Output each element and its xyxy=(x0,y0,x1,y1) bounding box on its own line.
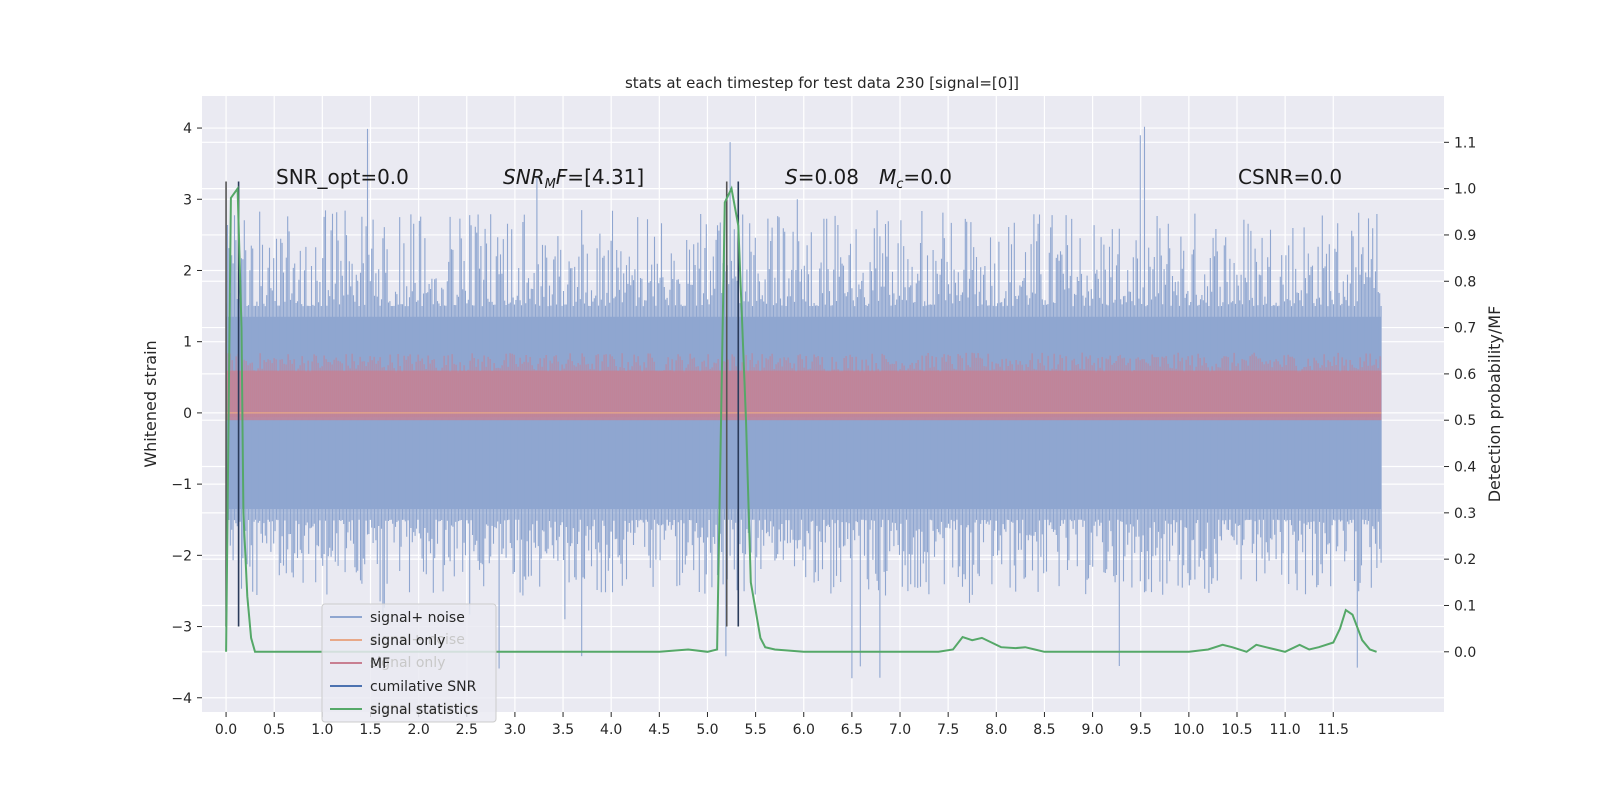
x-tick-label: 7.5 xyxy=(937,722,959,738)
x-tick-label: 6.5 xyxy=(841,722,863,738)
x-tick-label: 4.5 xyxy=(648,722,670,738)
x-tick-label: 1.5 xyxy=(359,722,381,738)
legend-label-signal-noise: signal+ noise xyxy=(370,610,465,626)
y-tick-label-right: 1.0 xyxy=(1454,182,1476,198)
x-tick-label: 7.0 xyxy=(889,722,911,738)
y-tick-label-right: 0.4 xyxy=(1454,460,1476,476)
y-tick-label-right: 0.7 xyxy=(1454,321,1476,337)
x-tick-label: 9.0 xyxy=(1081,722,1103,738)
annotation-s: S=0.08 xyxy=(785,165,859,189)
x-tick-label: 9.5 xyxy=(1130,722,1152,738)
annotation-s-value: 0.08 xyxy=(814,165,859,189)
y-tick-label-right: 1.1 xyxy=(1454,135,1476,151)
y-tick-label-left: −3 xyxy=(171,620,192,636)
x-tick-label: 2.5 xyxy=(456,722,478,738)
x-tick-label: 1.0 xyxy=(311,722,333,738)
y-tick-label-left: 0 xyxy=(183,406,192,422)
legend: signal+ noise signal only signal statist… xyxy=(321,603,497,723)
axes-text: 0.0 0.5 1.0 1.5 2.0 2.5 3.0 3.5 4.0 4.5 5.0 5.5 6.0 6… xyxy=(171,121,1476,738)
legend-label-mf: MF xyxy=(370,656,390,672)
legend-label-signal-only: signal only xyxy=(370,633,445,649)
legend-box xyxy=(321,603,497,723)
y-tick-label-left: 2 xyxy=(183,263,192,279)
y-tick-label-left: −1 xyxy=(171,477,192,493)
y-tick-label-left: 3 xyxy=(183,192,192,208)
legend-label-signal-statistics: signal statistics xyxy=(370,702,478,718)
annotation-mc: Mc=0.0 xyxy=(879,165,952,192)
annotation-mc-value: 0.0 xyxy=(920,165,952,189)
x-tick-label: 2.0 xyxy=(407,722,429,738)
y-tick-label-right: 0.0 xyxy=(1454,645,1476,661)
y-tick-label-left: −2 xyxy=(171,548,192,564)
y-tick-label-right: 0.5 xyxy=(1454,413,1476,429)
chart-title: stats at each timestep for test data 230… xyxy=(625,74,1019,92)
x-tick-label: 11.5 xyxy=(1318,722,1349,738)
y-tick-label-right: 0.2 xyxy=(1454,552,1476,568)
y-axis-label-right: Detection probability/MF xyxy=(1485,306,1504,503)
y-tick-label-left: 1 xyxy=(183,335,192,351)
y-tick-label-right: 0.3 xyxy=(1454,506,1476,522)
annotation-csnr: CSNR=0.0 xyxy=(1238,165,1342,189)
y-tick-label-right: 0.6 xyxy=(1454,367,1476,383)
x-tick-label: 8.0 xyxy=(985,722,1007,738)
annotation-snr-mf: SNRMF=[4.31] xyxy=(503,165,644,192)
annotation-snr-mf-value: [4.31] xyxy=(584,165,644,189)
x-tick-label: 0.0 xyxy=(215,722,237,738)
y-tick-label-right: 0.9 xyxy=(1454,228,1476,244)
y-tick-label-left: 4 xyxy=(183,121,192,137)
x-tick-label: 3.0 xyxy=(504,722,526,738)
x-tick-label: 10.0 xyxy=(1173,722,1204,738)
legend-label-cumilative-snr: cumilative SNR xyxy=(370,679,477,695)
legend-ghost-2: signal only xyxy=(370,655,445,671)
legend-ghost-3: signal statistics xyxy=(370,701,478,717)
x-tick-label: 3.5 xyxy=(552,722,574,738)
annotation-snr-opt: SNR_opt=0.0 xyxy=(276,165,409,189)
x-tick-label: 5.0 xyxy=(696,722,718,738)
x-tick-label: 5.5 xyxy=(744,722,766,738)
x-tick-label: 8.5 xyxy=(1033,722,1055,738)
x-tick-label: 6.0 xyxy=(793,722,815,738)
x-tick-label: 10.5 xyxy=(1221,722,1252,738)
x-tick-label: 0.5 xyxy=(263,722,285,738)
series-mf xyxy=(225,352,1382,421)
legend-ghost-1: signal+ noise xyxy=(370,632,465,648)
y-tick-label-right: 0.8 xyxy=(1454,274,1476,290)
x-tick-label: 11.0 xyxy=(1270,722,1301,738)
y-tick-label-left: −4 xyxy=(171,691,192,707)
y-tick-label-right: 0.1 xyxy=(1454,598,1476,614)
x-tick-label: 4.0 xyxy=(600,722,622,738)
y-axis-label-left: Whitened strain xyxy=(141,340,160,467)
